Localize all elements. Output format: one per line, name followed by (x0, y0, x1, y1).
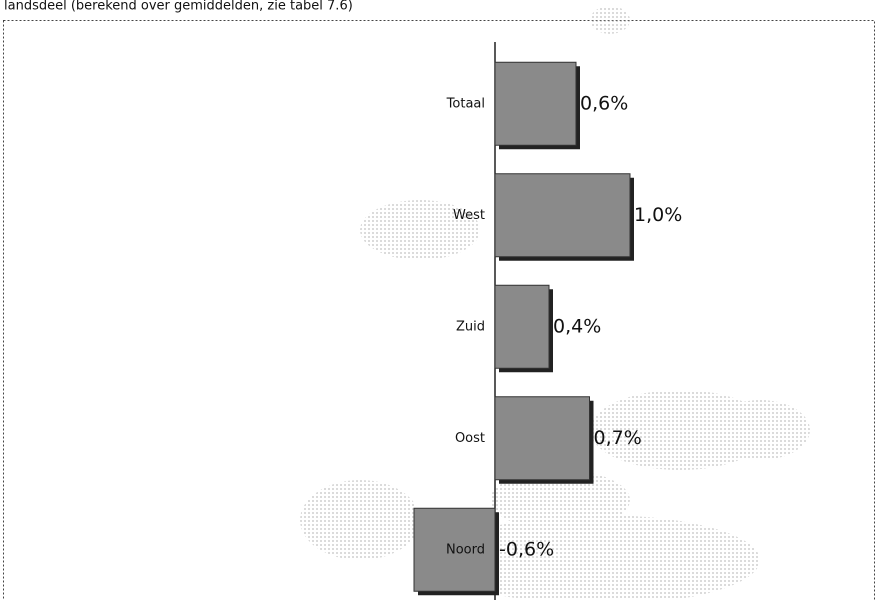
value-label: -0,6% (499, 538, 554, 560)
category-label: Zuid (456, 319, 485, 334)
background-map (300, 6, 810, 600)
value-label: 0,7% (594, 427, 642, 449)
bar (494, 396, 590, 481)
category-label: Totaal (446, 96, 485, 111)
value-label: 1,0% (634, 204, 682, 226)
category-label: Oost (455, 431, 485, 446)
category-label: West (453, 208, 485, 223)
bar (413, 507, 496, 592)
value-label: 0,6% (580, 92, 628, 114)
chart-title: landsdeel (berekend over gemiddelden, zi… (4, 0, 353, 14)
category-label: Noord (446, 542, 485, 557)
bar (494, 61, 577, 146)
frame (3, 20, 875, 600)
value-label: 0,4% (553, 315, 601, 337)
bar (494, 173, 631, 258)
bar (494, 284, 550, 369)
